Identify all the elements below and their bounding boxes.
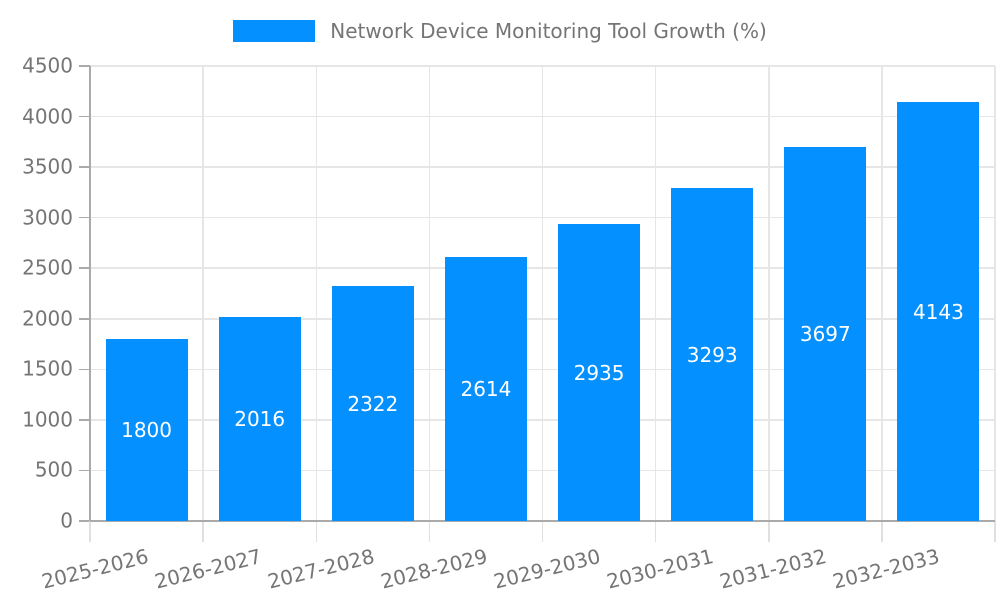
- y-axis-tick-label: 1000: [22, 407, 73, 432]
- x-axis-tick-label: 2028-2029: [378, 544, 490, 594]
- bar: 2935: [558, 224, 641, 521]
- legend-item[interactable]: Network Device Monitoring Tool Growth (%…: [233, 20, 767, 42]
- y-tick-mark: [79, 419, 90, 421]
- x-gridline: [541, 66, 544, 521]
- y-axis-line: [89, 66, 91, 521]
- bar-value-label: 2016: [234, 407, 286, 432]
- legend-color-swatch: [233, 20, 316, 42]
- chart-legend: Network Device Monitoring Tool Growth (%…: [0, 20, 1000, 42]
- bar-value-label: 4143: [912, 299, 964, 324]
- y-tick-mark: [79, 368, 90, 371]
- bar-value-label: 2322: [347, 391, 399, 416]
- x-tick-mark: [428, 521, 431, 542]
- bar: 4143: [897, 102, 980, 521]
- y-axis-tick-label: 3000: [22, 205, 73, 230]
- x-axis-tick-label: 2030-2031: [604, 544, 716, 594]
- bar-value-label: 2935: [573, 360, 625, 385]
- bar-value-label: 3293: [686, 342, 738, 367]
- legend-label: Network Device Monitoring Tool Growth (%…: [330, 19, 767, 43]
- y-tick-mark: [79, 115, 90, 118]
- y-tick-mark: [79, 520, 90, 522]
- x-tick-mark: [994, 521, 996, 542]
- x-axis-tick-label: 2027-2028: [265, 544, 377, 594]
- y-tick-mark: [79, 318, 90, 320]
- y-axis-tick-label: 4000: [22, 104, 73, 129]
- bar: 3697: [784, 147, 867, 521]
- x-tick-mark: [654, 521, 657, 542]
- bar-value-label: 2614: [460, 376, 512, 401]
- y-axis-tick-label: 3500: [22, 154, 73, 179]
- x-gridline: [654, 66, 657, 521]
- plot-area: 0 500 1000 1500 2000 2500 3000 3500 4000 4500 1800…: [22, 54, 996, 594]
- y-axis-tick-label: 2000: [22, 306, 73, 331]
- x-gridline: [202, 66, 204, 521]
- x-axis-line: [90, 519, 995, 522]
- bar: 3293: [671, 188, 754, 521]
- y-axis-tick-label: 0: [60, 508, 73, 533]
- x-tick-mark: [202, 521, 204, 542]
- y-tick-mark: [79, 469, 90, 472]
- y-tick-mark: [79, 166, 90, 168]
- x-tick-mark: [881, 521, 883, 542]
- x-axis-tick-label: 2025-2026: [38, 544, 151, 594]
- bar: 2322: [331, 286, 414, 521]
- x-gridline: [428, 66, 431, 521]
- bar-value-label: 3697: [799, 322, 851, 347]
- x-axis-tick-label: 2029-2030: [491, 544, 603, 594]
- bar: 2614: [444, 256, 527, 521]
- y-tick-mark: [79, 267, 90, 269]
- bar-value-label: 1800: [121, 418, 172, 442]
- x-gridline: [994, 66, 996, 521]
- x-tick-mark: [541, 521, 544, 542]
- y-tick-mark: [79, 65, 90, 67]
- x-gridline: [768, 66, 770, 521]
- x-axis-tick-label: 2031-2032: [717, 544, 830, 594]
- bar: 1800: [105, 339, 188, 521]
- x-gridline: [315, 66, 317, 521]
- x-gridline: [881, 66, 883, 521]
- bar: 2016: [218, 317, 301, 521]
- x-tick-mark: [315, 521, 317, 542]
- y-axis-tick-label: 2500: [22, 255, 73, 280]
- y-axis-tick-label: 4500: [22, 53, 73, 78]
- y-axis-tick-label: 500: [34, 457, 73, 482]
- x-axis-tick-label: 2032-2033: [830, 544, 943, 594]
- x-axis-tick-label: 2026-2027: [151, 544, 264, 594]
- y-tick-mark: [79, 216, 90, 219]
- x-tick-mark: [89, 521, 91, 542]
- y-axis-tick-label: 1500: [22, 356, 73, 381]
- x-tick-mark: [768, 521, 770, 542]
